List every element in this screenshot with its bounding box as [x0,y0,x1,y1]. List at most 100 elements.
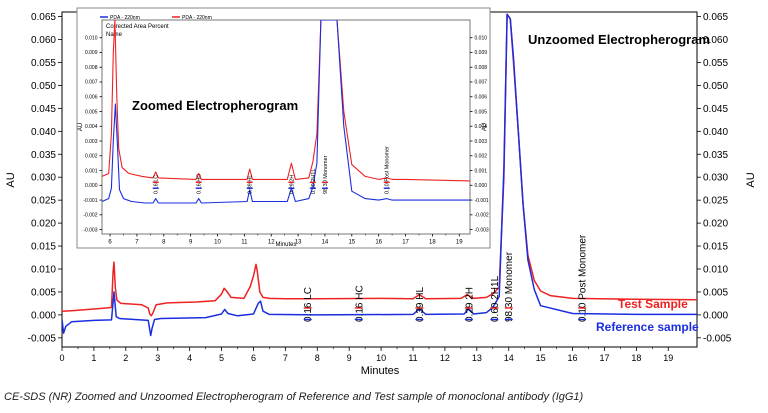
x-tick-label: 10 [376,353,386,363]
y-tick-label-left: 0.045 [31,104,56,115]
inset-y-axis-right: -0.003 -0.002 -0.001 0.000 0.001 0.002 0.003 0.… [470,35,489,233]
y-tick-label-right: -0.001 [475,198,489,204]
inset-y-axis-left: -0.003 -0.002 -0.001 0.000 0.001 0.002 0.003 0.… [83,35,102,233]
y-tick-label-left: 0.009 [85,50,98,56]
y-tick-label-right: 0.000 [703,310,728,321]
main-y-axis-left: -0.005 0.000 0.005 0.010 0.015 0.020 0.025 0.03… [28,12,62,344]
x-tick-label: 19 [663,353,673,363]
y-tick-label-left: 0.050 [31,81,56,92]
x-tick-label: 16 [375,240,382,246]
x-tick-label: 14 [504,353,514,363]
x-tick-label: 11 [241,240,248,246]
peak-label: 98.30 Monomer [504,251,515,322]
y-tick-label-left: 0.025 [31,196,56,207]
x-tick-label: 12 [440,353,450,363]
y-tick-label-left: 0.006 [85,94,98,100]
y-tick-label-right: 0.060 [703,35,728,46]
x-tick-label: 6 [108,240,112,246]
peak-label: 0.16 LC [303,287,314,322]
y-tick-label-right: 0.065 [703,12,728,23]
peak-label: 0.16 HC [354,285,365,322]
y-tick-label-right: 0.005 [475,109,488,115]
peak-label: 0.60 2H1L [311,169,317,194]
y-tick-label-left: 0.004 [85,124,98,130]
x-tick-label: 18 [631,353,641,363]
y-tick-label-left: 0.005 [31,287,56,298]
main-series-group [62,13,697,337]
y-tick-label-left: 0.000 [85,183,98,189]
inset-plot-frame [101,19,471,235]
y-tick-label-right: 0.010 [703,264,728,275]
x-tick-label: 13 [472,353,482,363]
x-tick-label: 15 [348,240,355,246]
y-tick-label-left: -0.001 [83,198,97,204]
x-tick-label: 7 [135,240,139,246]
x-tick-label: 17 [402,240,409,246]
inset-peak-labels: 0.16 LC 0.16 HC 0.39 HL 0.29 2H 0.60 2H1L 98.… [152,146,391,194]
y-tick-label-left: 0.003 [85,139,98,145]
y-tick-label-right: 0.040 [703,127,728,138]
inset-x-axis-label: Minutes [275,242,296,248]
y-tick-label-left: 0.010 [85,35,98,41]
y-tick-label-right: 0.005 [703,287,728,298]
x-tick-label: 8 [315,353,320,363]
series-line-1 [62,13,697,337]
peak-label: 98.30 Monomer [323,155,329,194]
inset-header-corrected-area: Corrected Area Percent [106,24,169,30]
x-tick-label: 5 [219,353,224,363]
inset-y-axis-label-right: AU [482,123,488,131]
x-tick-label: 7 [283,353,288,363]
y-tick-label-right: 0.055 [703,58,728,69]
x-tick-label: 11 [408,353,417,363]
x-tick-label: 0 [59,353,64,363]
y-tick-label-left: 0.035 [31,150,56,161]
y-tick-label-left: 0.002 [85,154,98,160]
peak-label: 0.39 HL [415,287,426,322]
peak-label: 0.10 Post Monomer [578,234,589,322]
y-tick-label-right: 0.025 [703,196,728,207]
main-x-axis-label: Minutes [361,365,400,377]
y-tick-label-right: 0.045 [703,104,728,115]
inset-legend-entry-red: PDA - 220nm [182,15,212,21]
x-tick-label: 3 [155,353,160,363]
main-y-axis-label-right: AU [745,172,757,187]
y-tick-label-right: 0.007 [475,80,488,86]
x-tick-label: 8 [162,240,166,246]
main-peak-labels: 0.16 LC 0.16 HC 0.39 HL 0.29 2H 0.60 2H1L 98.… [303,234,588,322]
y-tick-label-left: 0.020 [31,219,56,230]
y-tick-label-left: 0.040 [31,127,56,138]
y-tick-label-right: 0.030 [703,173,728,184]
y-tick-label-left: -0.002 [83,213,97,219]
x-tick-label: 17 [599,353,609,363]
y-tick-label-right: 0.000 [475,183,488,189]
y-tick-label-right: 0.002 [475,154,488,160]
y-tick-label-right: 0.001 [475,168,488,174]
y-tick-label-right: 0.010 [475,35,488,41]
y-tick-label-left: 0.055 [31,58,56,69]
y-tick-label-left: 0.000 [31,310,56,321]
x-tick-label: 9 [347,353,352,363]
main-x-axis: 0 1 2 3 4 5 6 7 8 9 10 11 12 13 14 15 16 17 18 19 [59,347,673,363]
inset-series-group [102,20,470,204]
y-tick-label-right: 0.006 [475,94,488,100]
series-line-0 [102,20,470,182]
y-tick-label-left: 0.008 [85,65,98,71]
y-tick-label-right: 0.050 [703,81,728,92]
inset-legend-entry-blue: PDA - 220nm [110,15,140,21]
x-tick-label: 15 [536,353,546,363]
y-tick-label-left: 0.060 [31,35,56,46]
x-tick-label: 12 [268,240,275,246]
peak-label: 0.29 2H [464,287,475,322]
x-tick-label: 18 [429,240,436,246]
y-tick-label-left: 0.030 [31,173,56,184]
y-tick-label-left: -0.005 [28,333,57,344]
peak-label: 0.16 LC [154,175,160,194]
x-tick-label: 14 [322,240,329,246]
x-tick-label: 19 [456,240,463,246]
inset-chart-title: Zoomed Electropherogram [132,98,298,113]
y-tick-label-right: 0.003 [475,139,488,145]
peak-label: 0.10 Post Monomer [385,146,391,194]
y-tick-label-right: -0.005 [703,333,732,344]
y-tick-label-right: -0.002 [475,213,489,219]
